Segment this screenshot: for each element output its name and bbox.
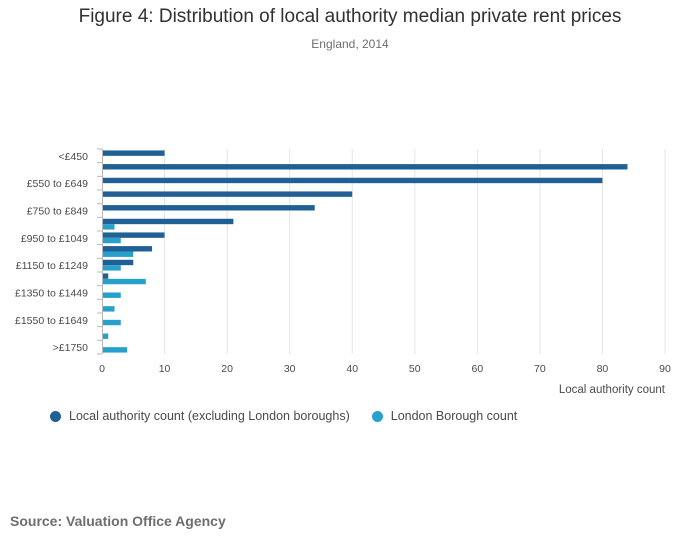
category-label: £1550 to £1649 <box>15 315 88 327</box>
bar-london-borough <box>103 306 115 312</box>
x-tick-label: 80 <box>597 363 609 375</box>
bar-london-borough <box>103 224 115 230</box>
legend-item-local-authority[interactable]: Local authority count (excluding London … <box>50 409 350 423</box>
bar-local-authority <box>103 164 628 170</box>
bar-london-borough <box>103 265 121 271</box>
bar-london-borough <box>103 278 146 285</box>
legend: Local authority count (excluding London … <box>50 409 539 423</box>
bar-local-authority <box>103 150 165 156</box>
chart-subtitle: England, 2014 <box>311 37 389 51</box>
bar-local-authority <box>103 259 134 266</box>
legend-dot-london-borough <box>371 410 383 422</box>
x-tick-label: 0 <box>99 363 105 375</box>
bar-local-authority <box>103 232 165 238</box>
x-tick-label: 90 <box>659 363 671 375</box>
category-label: £950 to £1049 <box>21 233 88 245</box>
category-label: £1350 to £1449 <box>15 288 88 300</box>
x-tick-label: 50 <box>409 363 421 375</box>
x-tick-label: 70 <box>534 363 546 375</box>
source-note: Source: Valuation Office Agency <box>10 513 226 529</box>
x-tick-label: 10 <box>159 363 171 375</box>
bar-chart: <£450 £550 to £649 £750 to £849 £950 to £10… <box>15 148 671 396</box>
bar-london-borough <box>103 237 121 244</box>
bar-london-borough <box>103 333 109 339</box>
bar-local-authority <box>103 177 603 184</box>
bar-london-borough <box>103 347 128 353</box>
chart-title: Figure 4: Distribution of local authorit… <box>78 6 622 27</box>
x-tick-label: 20 <box>221 363 233 375</box>
bar-local-authority <box>103 191 353 197</box>
category-label: £1150 to £1249 <box>16 260 88 272</box>
x-tick-label: 40 <box>346 363 358 375</box>
bar-local-authority <box>103 273 109 279</box>
x-axis-title: Local authority count <box>559 384 666 396</box>
bar-london-borough <box>103 319 121 326</box>
bar-local-authority <box>103 205 315 211</box>
category-label: £750 to £849 <box>27 206 88 218</box>
legend-dot-local-authority <box>50 410 61 422</box>
legend-item-london-borough[interactable]: London Borough count <box>371 409 518 423</box>
category-label: £550 to £649 <box>27 178 88 190</box>
legend-label-local-authority: Local authority count (excluding London … <box>69 409 350 423</box>
category-label: >£1750 <box>53 342 88 354</box>
bar-london-borough <box>103 292 121 298</box>
bar-local-authority <box>103 218 234 225</box>
x-tick-label: 30 <box>284 363 296 375</box>
bar-london-borough <box>103 251 134 257</box>
legend-label-london-borough: London Borough count <box>390 409 518 423</box>
category-label: <£450 <box>59 151 89 163</box>
bar-local-authority <box>103 246 153 252</box>
x-tick-label: 60 <box>471 363 483 375</box>
